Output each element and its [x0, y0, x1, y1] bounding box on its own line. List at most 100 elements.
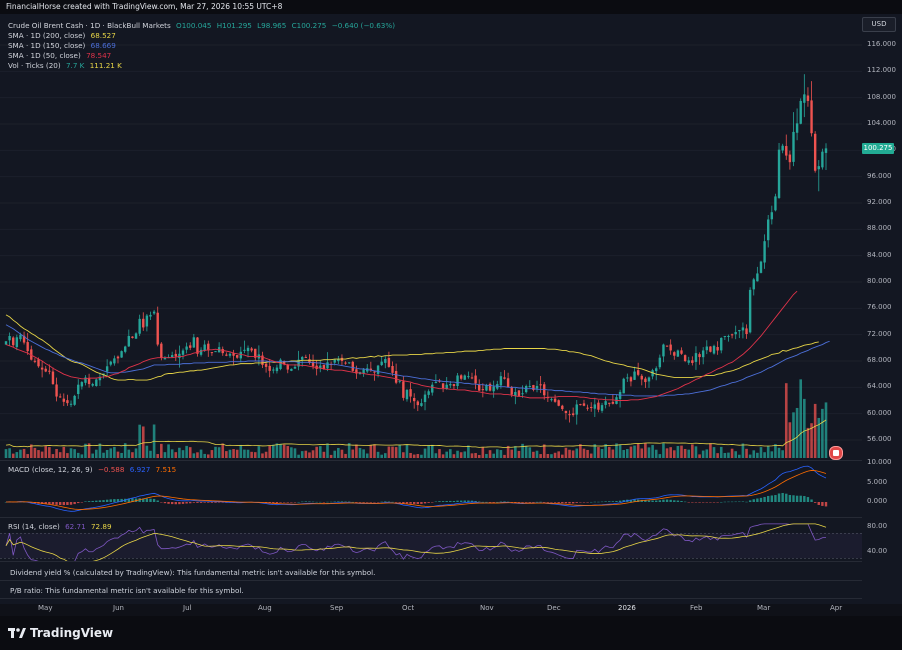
volume-bar [365, 453, 369, 458]
volume-bar [521, 443, 524, 458]
candle [44, 368, 47, 372]
macd-histogram-bar [344, 501, 347, 503]
candle [723, 335, 727, 337]
volume-bar [29, 444, 33, 458]
candle [488, 383, 492, 391]
macd-histogram-bar [499, 501, 503, 503]
volume-label: Vol · Ticks (20) [8, 61, 61, 70]
macd-histogram-bar [185, 502, 188, 504]
candle [810, 100, 813, 134]
volume-bar [662, 443, 665, 458]
volume-bar [362, 449, 365, 458]
pane-separator[interactable] [0, 598, 862, 599]
macd-histogram-bar [380, 501, 383, 503]
volume-bar [62, 446, 66, 458]
volume-bar [495, 449, 499, 458]
economic-event-icon[interactable] [829, 446, 843, 460]
candle [734, 332, 737, 335]
time-axis-label: May [38, 604, 53, 612]
macd-histogram-bar [723, 501, 727, 503]
sma150-legend[interactable]: SMA · 1D (150, close) 68.669 [8, 41, 116, 50]
macd-histogram-bar [355, 502, 358, 503]
volume-bar [257, 446, 261, 458]
volume-ma-line [5, 419, 827, 449]
volume-bar [243, 449, 246, 458]
candle [655, 368, 658, 372]
macd-histogram-bar [734, 501, 737, 503]
volume-bar [232, 449, 235, 458]
candle [232, 352, 235, 356]
candle [282, 361, 286, 365]
tradingview-logo[interactable]: TradingView [8, 626, 113, 640]
macd-histogram-bar [553, 502, 557, 503]
macd-histogram-bar [77, 502, 80, 504]
volume-bar [691, 444, 694, 458]
candle [116, 356, 120, 359]
macd-histogram-bar [87, 501, 91, 502]
volume-legend[interactable]: Vol · Ticks (20) 7.7 K 111.21 K [8, 61, 122, 70]
volume-bar [15, 452, 19, 458]
time-axis-label: Feb [690, 604, 703, 612]
pane-separator[interactable] [0, 460, 862, 461]
sma200-line [5, 314, 819, 381]
macd-histogram-bar [116, 499, 120, 502]
candle [745, 328, 748, 335]
candle [463, 375, 466, 380]
candle [412, 397, 416, 402]
candle [485, 385, 488, 391]
volume-bar [253, 452, 257, 458]
candle [680, 350, 683, 354]
volume-bar [738, 454, 741, 458]
pane-separator[interactable] [0, 580, 862, 581]
volume-bar [123, 443, 127, 458]
volume-bar [127, 449, 131, 458]
candle [416, 401, 420, 406]
candle [261, 355, 264, 365]
macd-legend[interactable]: MACD (close, 12, 26, 9) −0.588 6.927 7.5… [8, 465, 176, 474]
volume-bar [167, 444, 170, 458]
volume-bar [304, 450, 308, 458]
macd-histogram-bar [362, 502, 365, 503]
sma50-legend[interactable]: SMA · 1D (50, close) 78.547 [8, 51, 111, 60]
candle [694, 353, 698, 362]
pane-separator[interactable] [0, 517, 862, 518]
macd-histogram-bar [781, 492, 784, 502]
macd-histogram-bar [142, 498, 145, 502]
candle [608, 402, 611, 404]
candle [254, 348, 257, 358]
volume-bar [373, 444, 376, 458]
candle [517, 390, 521, 396]
macd-histogram-bar [709, 502, 712, 503]
volume-bar [282, 444, 286, 458]
rsi-legend[interactable]: RSI (14, close) 62.71 72.89 [8, 522, 112, 531]
volume-bar [351, 449, 355, 458]
macd-histogram-bar [597, 501, 600, 503]
macd-histogram-bar [290, 502, 293, 503]
volume-bar [423, 448, 427, 458]
macd-histogram-bar [575, 502, 578, 503]
candle [817, 166, 820, 170]
sma200-legend[interactable]: SMA · 1D (200, close) 68.527 [8, 31, 116, 40]
macd-histogram-bar [528, 502, 531, 503]
volume-bar [235, 449, 239, 458]
volume-bar [622, 450, 626, 458]
macd-histogram-bar [615, 501, 618, 502]
pane-separator[interactable] [0, 561, 862, 562]
candle [510, 386, 513, 395]
volume-bar [719, 446, 723, 458]
volume-bar [535, 450, 539, 458]
candle [553, 398, 557, 402]
macd-histogram-bar [676, 500, 680, 502]
volume-bar [40, 451, 44, 458]
currency-button[interactable]: USD [862, 17, 896, 32]
price-axis-label: 72.000 [867, 329, 892, 338]
macd-value: 6.927 [129, 465, 151, 474]
volume-bar [676, 445, 680, 458]
candle [391, 366, 394, 373]
symbol-legend: Crude Oil Brent Cash · 1D · BlackBull Ma… [8, 21, 395, 30]
candle [210, 352, 214, 354]
macd-histogram-bar [105, 499, 109, 502]
macd-histogram-bar [521, 502, 524, 503]
macd-histogram-bar [196, 502, 199, 503]
